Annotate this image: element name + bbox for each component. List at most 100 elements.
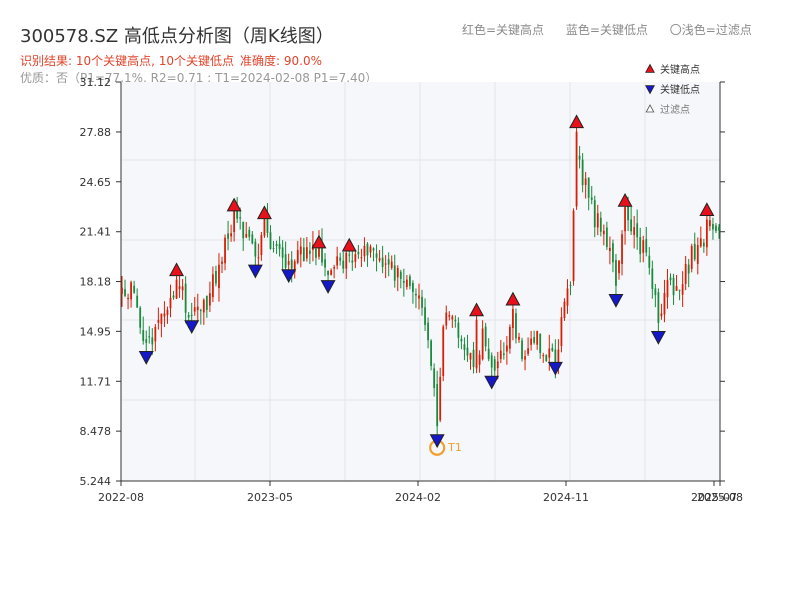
candle-body bbox=[718, 226, 720, 231]
candle-body bbox=[542, 355, 545, 357]
legend-label: 关键高点 bbox=[660, 63, 700, 76]
candle bbox=[490, 352, 493, 377]
key-high-marker bbox=[505, 291, 521, 306]
candle-body bbox=[639, 237, 642, 255]
candle bbox=[202, 298, 205, 325]
candle bbox=[387, 252, 390, 277]
key-high-marker bbox=[311, 234, 327, 249]
candle-body bbox=[263, 217, 266, 236]
candle bbox=[354, 250, 357, 269]
candle bbox=[251, 231, 254, 245]
candle-body bbox=[248, 229, 251, 237]
candle bbox=[705, 214, 708, 256]
key-low-marker bbox=[320, 280, 336, 294]
key-high-marker bbox=[469, 302, 485, 317]
candle-body bbox=[451, 316, 454, 320]
candle bbox=[169, 284, 172, 318]
candle-body bbox=[130, 282, 132, 300]
candle-body bbox=[193, 307, 196, 312]
candle bbox=[675, 274, 678, 291]
candle-body bbox=[302, 247, 305, 262]
candle-body bbox=[699, 238, 702, 247]
key-high-marker bbox=[226, 197, 242, 212]
candle bbox=[460, 335, 463, 350]
candle-body bbox=[369, 246, 372, 253]
candle bbox=[609, 236, 611, 265]
key-high-marker bbox=[617, 192, 633, 207]
candle bbox=[539, 333, 542, 359]
y-tick-label: 8.478 bbox=[80, 425, 112, 438]
candle-body bbox=[596, 213, 599, 228]
candle bbox=[218, 253, 220, 302]
candle bbox=[454, 315, 457, 328]
candle bbox=[363, 237, 366, 262]
candle-body bbox=[190, 314, 193, 316]
candle-body bbox=[160, 313, 163, 324]
candle bbox=[248, 226, 251, 241]
candle-body bbox=[569, 285, 572, 287]
candle-body bbox=[624, 207, 626, 232]
legend-item-filtered: 过滤点 bbox=[645, 103, 690, 116]
candle bbox=[566, 279, 569, 314]
candle bbox=[427, 317, 429, 349]
candle-body bbox=[293, 261, 296, 273]
candle-body bbox=[215, 271, 217, 284]
candle-body bbox=[384, 263, 387, 265]
candle-body bbox=[436, 384, 439, 427]
candle-body bbox=[178, 286, 181, 289]
candle bbox=[351, 250, 354, 271]
candle-body bbox=[351, 260, 354, 263]
candle-body bbox=[484, 326, 487, 347]
candle bbox=[339, 252, 342, 266]
chart-title: 300578.SZ 高低点分析图（周K线图） bbox=[20, 26, 334, 47]
candle-body bbox=[572, 210, 575, 282]
candle bbox=[593, 195, 596, 238]
top-legend: 红色=关键高点 蓝色=关键低点 〇浅色=过滤点 bbox=[462, 21, 752, 38]
result-text: 识别结果: 10个关键高点, 10个关键低点 bbox=[20, 54, 235, 68]
candle bbox=[663, 279, 666, 323]
candle bbox=[145, 330, 148, 353]
y-tick-label: 11.71 bbox=[80, 375, 112, 388]
candle bbox=[484, 322, 487, 352]
candle bbox=[584, 171, 587, 199]
candle-body bbox=[669, 277, 672, 281]
candle-body bbox=[399, 271, 402, 279]
candle-body bbox=[166, 309, 169, 315]
key-low-marker bbox=[608, 293, 624, 308]
candle bbox=[278, 236, 281, 257]
candle bbox=[639, 227, 642, 263]
candle-body bbox=[472, 349, 475, 368]
candle-body bbox=[336, 256, 339, 266]
candle-body bbox=[387, 259, 390, 265]
candle bbox=[369, 244, 372, 258]
y-tick-label: 21.41 bbox=[80, 226, 112, 239]
key-high-marker bbox=[569, 114, 585, 129]
candle-body bbox=[421, 296, 423, 308]
candle-body bbox=[296, 250, 299, 263]
candle bbox=[684, 255, 687, 291]
candle-body bbox=[672, 277, 675, 296]
candle-body bbox=[466, 347, 469, 356]
axis-layer: 5.244 8.478 11.71 14.95 18.18 21.41 24.65 27.88… bbox=[80, 76, 743, 504]
key-low-marker bbox=[247, 264, 263, 279]
candle bbox=[305, 237, 308, 262]
candle-body bbox=[515, 313, 517, 339]
candle bbox=[287, 253, 290, 272]
candle-body bbox=[448, 315, 451, 317]
candle-body bbox=[593, 200, 596, 228]
candle bbox=[475, 314, 478, 374]
candle bbox=[433, 363, 436, 397]
candle-body bbox=[127, 297, 129, 300]
candle-body bbox=[415, 293, 417, 296]
candle bbox=[333, 264, 336, 279]
key-high-marker bbox=[341, 237, 357, 252]
candle bbox=[524, 350, 526, 371]
candle-body bbox=[433, 368, 436, 389]
candle-body bbox=[430, 340, 433, 366]
candle bbox=[690, 243, 693, 273]
candle-body bbox=[321, 241, 323, 263]
candle-body bbox=[405, 279, 408, 287]
candle-body bbox=[366, 243, 369, 256]
x-tick-label: 2022-08 bbox=[98, 491, 144, 504]
